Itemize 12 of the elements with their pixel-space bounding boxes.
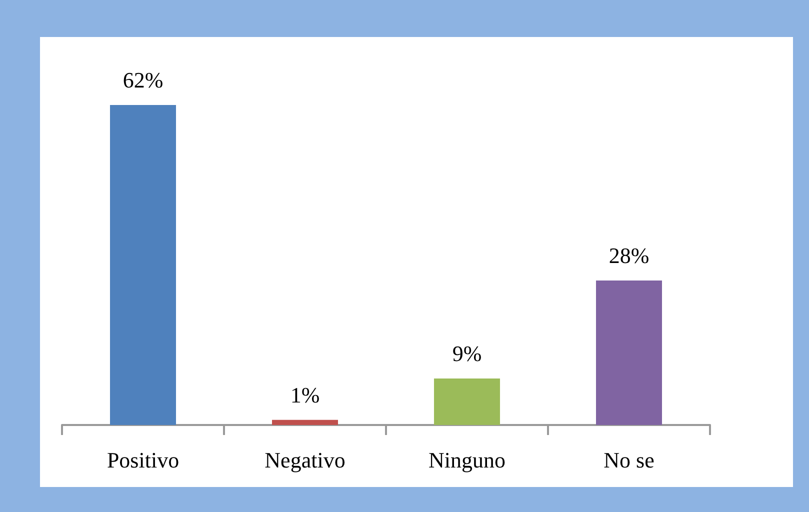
x-tick-label: Positivo [106, 448, 180, 472]
bar [434, 378, 500, 425]
data-label: 28% [608, 242, 650, 268]
bar [596, 280, 662, 425]
x-tick-label: No se [604, 448, 654, 472]
data-label: 9% [452, 341, 482, 366]
bar [272, 420, 338, 425]
data-label: 62% [122, 68, 164, 92]
data-label: 1% [290, 382, 320, 408]
x-tick-label: Ninguno [428, 448, 506, 472]
x-tick-label: Negativo [264, 448, 346, 472]
bar [110, 105, 176, 425]
